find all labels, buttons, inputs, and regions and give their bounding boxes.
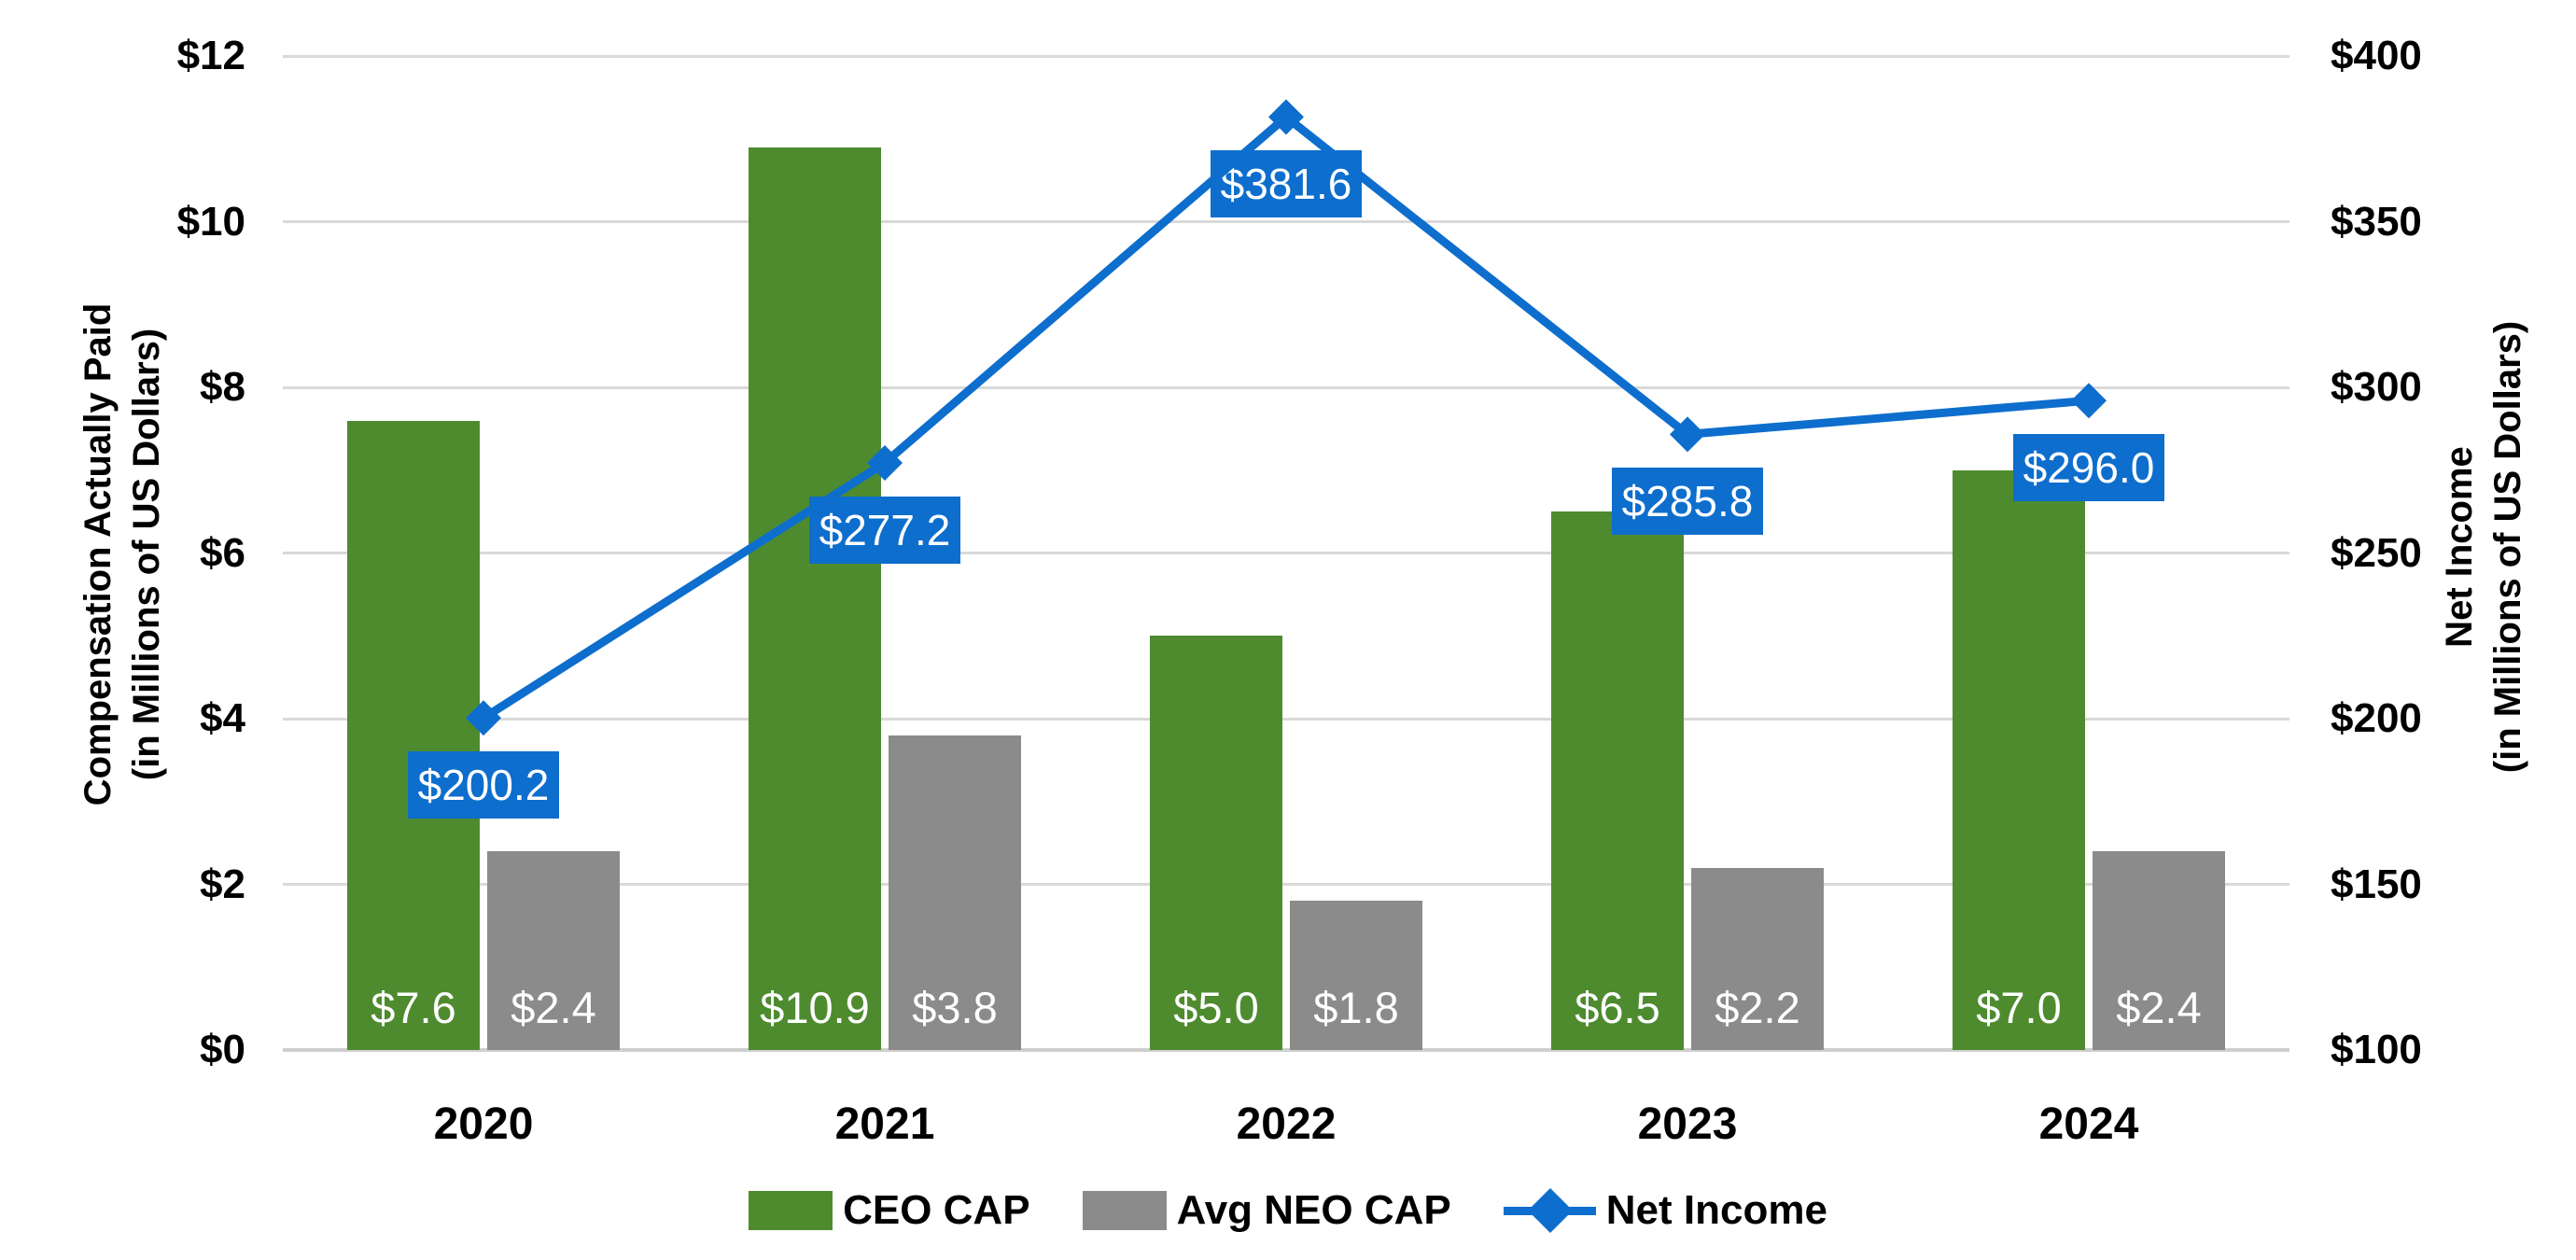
legend-label: Net Income <box>1605 1187 1827 1233</box>
avg-neo-cap-bar-2024 <box>2093 851 2225 1050</box>
gridline <box>283 552 2289 554</box>
legend-diamond-icon <box>1527 1187 1573 1234</box>
bar-value-label: $6.5 <box>1575 983 1660 1032</box>
category-label-2021: 2021 <box>834 1099 935 1149</box>
legend-swatch-gray <box>1082 1191 1167 1230</box>
right-axis-tick: $100 <box>2331 1027 2422 1072</box>
net-income-value-badge: $200.2 <box>408 751 559 819</box>
category-label-2020: 2020 <box>433 1099 534 1149</box>
legend-label: Avg NEO CAP <box>1176 1187 1451 1233</box>
bar-value-label: $2.4 <box>511 983 596 1032</box>
bar-value-label: $7.6 <box>371 983 456 1032</box>
ceo-cap-bar-2021 <box>749 147 881 1050</box>
legend-swatch-green <box>749 1191 833 1230</box>
avg-neo-cap-bar-2022 <box>1290 901 1422 1050</box>
ceo-cap-bar-2023 <box>1551 511 1684 1050</box>
x-axis-line <box>283 1048 2289 1052</box>
gridline <box>283 717 2289 721</box>
ceo-cap-bar-2020 <box>347 420 480 1050</box>
avg-neo-cap-bar-2020 <box>487 851 620 1050</box>
right-axis-tick: $400 <box>2331 33 2422 78</box>
right-axis-tick: $350 <box>2331 198 2422 245</box>
left-axis-tick: $6 <box>200 529 245 576</box>
ceo-cap-bar-2024 <box>1953 469 2085 1050</box>
bar-value-label: $5.0 <box>1173 983 1259 1032</box>
legend-item-net-income: Net Income <box>1503 1187 1827 1234</box>
legend-label: CEO CAP <box>843 1187 1030 1233</box>
net-income-value-badge: $296.0 <box>2013 434 2164 502</box>
left-axis-tick: $2 <box>200 861 245 907</box>
right-axis-tick: $250 <box>2331 529 2422 576</box>
net-income-line <box>481 111 2090 722</box>
gridline <box>283 385 2289 389</box>
gridline <box>283 220 2289 223</box>
legend: CEO CAP Avg NEO CAP Net Income <box>0 1187 2576 1234</box>
category-label-2023: 2023 <box>1637 1099 1738 1149</box>
bar-value-label: $7.0 <box>1976 983 2062 1032</box>
net-income-value-badge: $277.2 <box>809 496 960 564</box>
bar-value-label: $2.4 <box>2116 983 2202 1032</box>
bar-value-label: $1.8 <box>1313 983 1399 1032</box>
avg-neo-cap-bar-2023 <box>1691 867 1824 1050</box>
right-axis-tick: $200 <box>2331 695 2422 741</box>
left-axis-tick: $10 <box>176 198 245 245</box>
avg-neo-cap-bar-2021 <box>889 735 1021 1050</box>
right-axis-tick: $150 <box>2331 861 2422 907</box>
category-label-2024: 2024 <box>2038 1099 2139 1149</box>
net-income-marker <box>2071 383 2107 419</box>
ceo-cap-bar-2022 <box>1150 636 1282 1050</box>
bar-value-label: $10.9 <box>760 983 870 1032</box>
right-axis-tick: $300 <box>2331 364 2422 410</box>
bar-value-label: $3.8 <box>912 983 998 1032</box>
legend-item-avg-neo-cap: Avg NEO CAP <box>1082 1187 1451 1234</box>
legend-item-ceo-cap: CEO CAP <box>749 1187 1030 1234</box>
left-axis-tick: $0 <box>200 1027 245 1072</box>
net-income-marker <box>466 700 501 736</box>
net-income-marker <box>1670 416 1705 453</box>
left-axis-tick: $4 <box>200 695 245 741</box>
left-axis-tick: $8 <box>200 364 245 410</box>
gridline <box>283 883 2289 886</box>
category-label-2022: 2022 <box>1236 1099 1337 1149</box>
net-income-value-badge: $285.8 <box>1612 468 1763 536</box>
legend-line-marker <box>1503 1187 1596 1234</box>
gridline <box>283 54 2289 58</box>
net-income-marker <box>1268 99 1304 135</box>
net-income-marker <box>867 444 903 481</box>
left-axis-tick: $12 <box>176 33 245 78</box>
bar-value-label: $2.2 <box>1715 983 1800 1032</box>
